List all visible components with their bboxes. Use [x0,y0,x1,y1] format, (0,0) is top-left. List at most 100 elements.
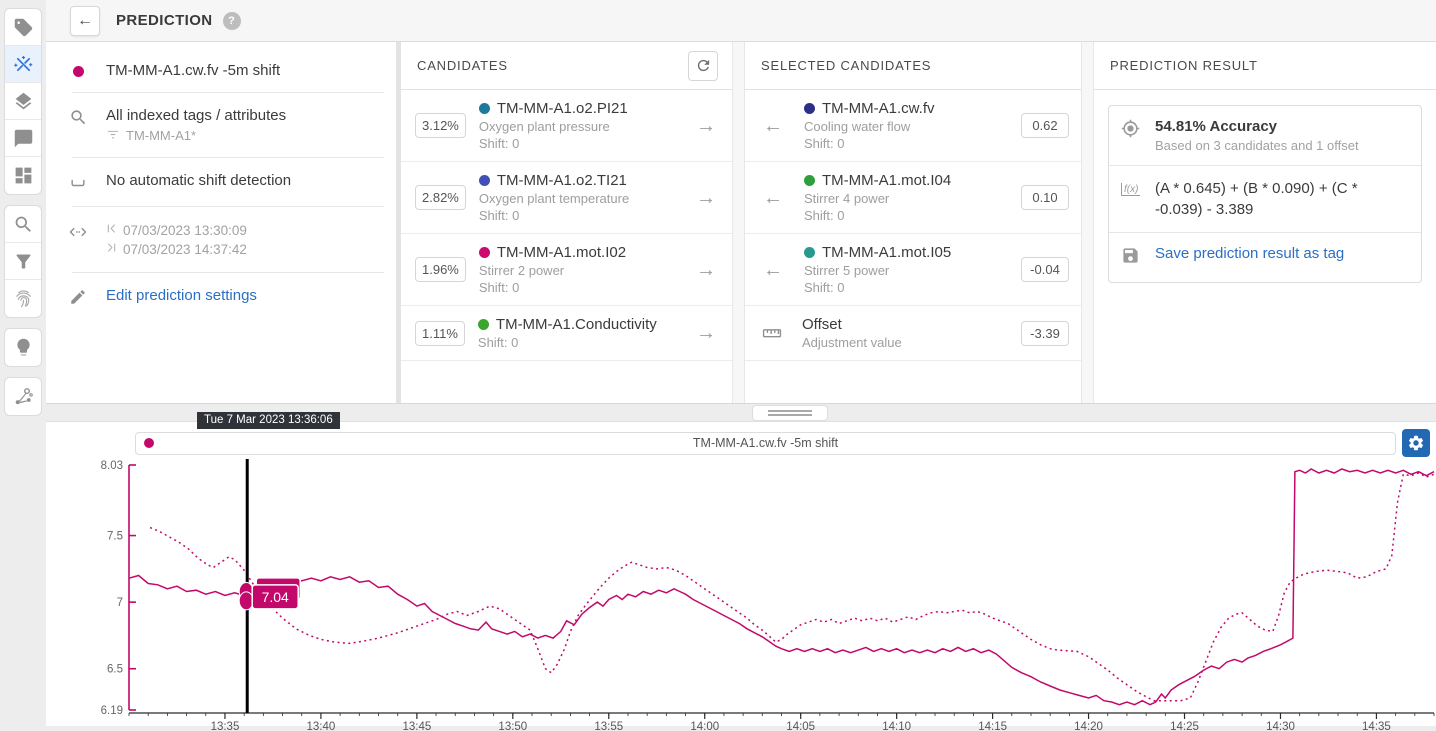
edit-prediction-settings-link[interactable]: Edit prediction settings [106,287,257,304]
x-tick-label: 14:25 [1170,721,1199,731]
remove-candidate-arrow[interactable]: ← [759,114,787,138]
refresh-candidates-button[interactable] [688,51,718,81]
tag-color-dot [478,319,489,330]
save-icon [1121,246,1147,270]
selected-candidate-row: ←TM-MM-A1.mot.I05Stirrer 5 powerShift: 0… [745,234,1081,306]
series-solid [129,469,1434,705]
rail-dashboard-icon[interactable] [5,157,41,194]
rail-prediction-icon[interactable] [5,46,41,83]
selected-shift: Shift: 0 [804,208,1013,223]
legend-series-label: TM-MM-A1.cw.fv -5m shift [136,436,1395,450]
rail-graph-icon[interactable] [5,378,41,415]
candidate-name: TM-MM-A1.mot.I02 [497,244,626,261]
shift-detection-label: No automatic shift detection [106,172,291,189]
selected-description: Stirrer 4 power [804,191,1013,206]
search-small-icon [68,108,88,127]
range-end-icon [106,240,117,259]
target-tag-color-dot [73,66,84,77]
candidate-percent-badge: 1.11% [415,321,465,346]
rail-tag-icon[interactable] [5,9,41,46]
x-tick-label: 14:15 [978,721,1007,731]
coefficient-value[interactable]: 0.10 [1021,185,1069,210]
candidate-percent-badge: 3.12% [415,113,466,138]
candidates-scrollbar-gutter[interactable] [732,42,745,403]
candidate-row: 2.82%TM-MM-A1.o2.TI21Oxygen plant temper… [401,162,732,234]
x-tick-label: 14:10 [882,721,911,731]
candidate-percent-badge: 2.82% [415,185,466,210]
rail-search-icon[interactable] [5,206,41,243]
rail-filter-icon[interactable] [5,243,41,280]
add-candidate-arrow[interactable]: → [692,186,720,210]
selected-shift: Shift: 0 [804,280,1013,295]
save-prediction-link[interactable]: Save prediction result as tag [1155,245,1344,262]
help-icon[interactable]: ? [223,12,241,30]
coefficient-value[interactable]: -3.39 [1021,321,1069,346]
selected-description: Adjustment value [802,335,1013,350]
x-tick-label: 14:00 [690,721,719,731]
cursor-front-value: 7.04 [262,589,289,605]
accuracy-target-icon [1121,119,1147,143]
tag-color-dot [479,247,490,258]
candidate-name: TM-MM-A1.o2.TI21 [497,172,627,189]
x-tick-label: 13:55 [594,721,623,731]
x-tick-label: 13:45 [402,721,431,731]
candidate-row: 1.96%TM-MM-A1.mot.I02Stirrer 2 powerShif… [401,234,732,306]
cursor-value-dot [239,592,253,610]
chart-settings-button[interactable] [1402,429,1430,457]
x-tick-label: 14:05 [786,721,815,731]
prediction-formula: (A * 0.645) + (B * 0.090) + (C * -0.039)… [1155,178,1409,220]
splitter-drag-handle[interactable] [752,405,828,421]
ruler-icon [759,322,785,344]
rail-layers-icon[interactable] [5,83,41,120]
y-tick-label: 7.5 [107,531,123,543]
range-start-icon [106,221,117,240]
add-candidate-arrow[interactable]: → [692,321,720,345]
icon-rail [0,0,46,726]
coefficient-value[interactable]: -0.04 [1021,257,1069,282]
trend-chart[interactable]: 8.037.576.56.1913:3513:4013:4513:5013:55… [46,459,1436,731]
index-scope-label[interactable]: All indexed tags / attributes [106,107,286,124]
y-tick-label: 7 [117,597,123,609]
remove-candidate-arrow[interactable]: ← [759,186,787,210]
prediction-result-title: PREDICTION RESULT [1110,58,1258,73]
tag-color-dot [479,175,490,186]
time-range-icon [68,222,88,242]
rail-lightbulb-icon[interactable] [5,329,41,366]
coefficient-value[interactable]: 0.62 [1021,113,1069,138]
selected-candidates-title: SELECTED CANDIDATES [761,58,931,73]
target-tag-name: TM-MM-A1.cw.fv -5m shift [106,62,280,79]
selected-description: Stirrer 5 power [804,263,1013,278]
candidate-row: 1.11% TM-MM-A1.Conductivity Shift: 0 → [401,306,732,361]
formula-fx-icon: f(x) [1121,179,1147,197]
add-candidate-arrow[interactable]: → [692,258,720,282]
candidate-name: TM-MM-A1.Conductivity [496,316,657,333]
candidate-row: 3.12%TM-MM-A1.o2.PI21Oxygen plant pressu… [401,90,732,162]
filter-small-icon [106,127,120,144]
selected-scrollbar-gutter[interactable] [1081,42,1094,403]
x-tick-label: 14:20 [1074,721,1103,731]
tag-color-dot [804,103,815,114]
pencil-icon [68,288,88,306]
selected-name: TM-MM-A1.cw.fv [822,100,935,117]
cursor-time-tooltip: Tue 7 Mar 2023 13:36:06 [197,412,340,429]
back-button[interactable]: ← [70,6,100,36]
x-tick-label: 13:40 [307,721,336,731]
add-candidate-arrow[interactable]: → [692,114,720,138]
y-tick-label: 6.5 [107,664,123,676]
prediction-result-panel: PREDICTION RESULT 54.81% Accuracy Based … [1094,42,1436,403]
selected-candidate-row: ← TM-MM-A1.mot.I04 Stirrer 4 power Shift: 0… [745,162,1081,234]
tag-color-dot [804,247,815,258]
chart-legend-bar[interactable]: TM-MM-A1.cw.fv -5m shift [135,432,1396,455]
top-bar: ← PREDICTION ? [46,0,1436,42]
remove-candidate-arrow[interactable]: ← [759,258,787,282]
candidate-shift: Shift: 0 [478,335,684,350]
rail-comment-icon[interactable] [5,120,41,157]
selected-name: TM-MM-A1.mot.I04 [822,172,951,189]
candidate-percent-badge: 1.96% [415,257,466,282]
rail-fingerprint-icon[interactable] [5,280,41,317]
tag-color-dot [479,103,490,114]
selected-name: Offset [802,316,842,333]
prediction-result-card: 54.81% Accuracy Based on 3 candidates an… [1108,105,1422,283]
y-tick-label: 8.03 [101,460,123,472]
selected-shift: Shift: 0 [804,136,1013,151]
